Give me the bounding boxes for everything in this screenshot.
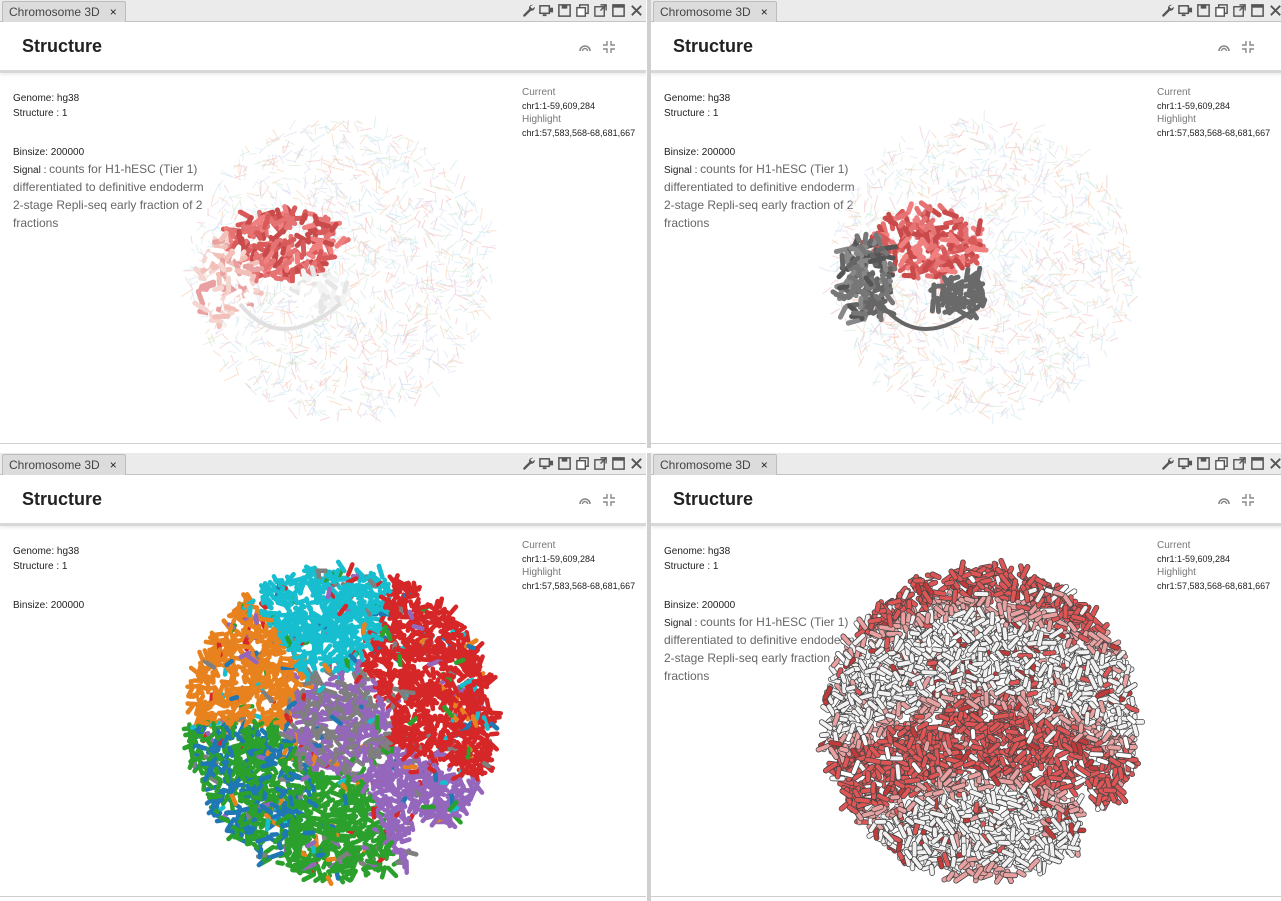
- tab-bar: Chromosome 3D ×: [651, 453, 1281, 475]
- panel-bottom-right: Chromosome 3D × Structure Genome: hg38 S…: [647, 453, 1281, 901]
- popout-icon[interactable]: [1231, 3, 1247, 19]
- maximize-icon[interactable]: [610, 456, 626, 472]
- tab-label: Chromosome 3D: [660, 455, 751, 475]
- chromosome-3d-structure[interactable]: [651, 527, 1281, 897]
- panel-header: Structure: [651, 475, 1281, 526]
- panel-header: Structure: [651, 22, 1281, 73]
- wrench-icon[interactable]: [520, 3, 536, 19]
- clone-icon[interactable]: [574, 3, 590, 19]
- tab-close-icon[interactable]: ×: [761, 2, 768, 22]
- tab-chromosome-3d[interactable]: Chromosome 3D ×: [653, 1, 777, 22]
- compress-icon[interactable]: [1241, 40, 1255, 54]
- chromosome-3d-structure[interactable]: [651, 74, 1281, 444]
- panel-title: Structure: [673, 489, 753, 510]
- arc-icon[interactable]: [1217, 40, 1231, 54]
- screen-icon[interactable]: [1177, 3, 1193, 19]
- tab-close-icon[interactable]: ×: [761, 455, 768, 475]
- panel-top-left: Chromosome 3D × Structure Genome: hg38 S…: [0, 0, 646, 448]
- tab-bar: Chromosome 3D ×: [651, 0, 1281, 22]
- maximize-icon[interactable]: [1249, 3, 1265, 19]
- close-icon[interactable]: [1267, 3, 1281, 19]
- clone-icon[interactable]: [574, 456, 590, 472]
- tab-label: Chromosome 3D: [660, 2, 751, 22]
- compress-icon[interactable]: [1241, 493, 1255, 507]
- tab-label: Chromosome 3D: [9, 2, 100, 22]
- close-icon[interactable]: [628, 3, 644, 19]
- panel-header: Structure: [0, 475, 646, 526]
- save-icon[interactable]: [1195, 456, 1211, 472]
- panel-toolbar: [520, 453, 644, 474]
- compress-icon[interactable]: [602, 493, 616, 507]
- wrench-icon[interactable]: [1159, 456, 1175, 472]
- panel-title: Structure: [22, 489, 102, 510]
- clone-icon[interactable]: [1213, 456, 1229, 472]
- tab-close-icon[interactable]: ×: [110, 455, 117, 475]
- popout-icon[interactable]: [592, 456, 608, 472]
- panel-toolbar: [1159, 0, 1281, 21]
- chromosome-3d-structure[interactable]: [0, 74, 646, 444]
- compress-icon[interactable]: [602, 40, 616, 54]
- save-icon[interactable]: [556, 3, 572, 19]
- screen-icon[interactable]: [538, 3, 554, 19]
- tab-bar: Chromosome 3D ×: [0, 0, 646, 22]
- arc-icon[interactable]: [578, 493, 592, 507]
- screen-icon[interactable]: [1177, 456, 1193, 472]
- wrench-icon[interactable]: [1159, 3, 1175, 19]
- popout-icon[interactable]: [592, 3, 608, 19]
- panel-top-right: Chromosome 3D × Structure Genome: hg38 S…: [647, 0, 1281, 448]
- panel-border: [651, 443, 1281, 444]
- panel-border: [0, 443, 646, 444]
- popout-icon[interactable]: [1231, 456, 1247, 472]
- tab-chromosome-3d[interactable]: Chromosome 3D ×: [2, 454, 126, 475]
- save-icon[interactable]: [1195, 3, 1211, 19]
- screen-icon[interactable]: [538, 456, 554, 472]
- panel-toolbar: [1159, 453, 1281, 474]
- close-icon[interactable]: [628, 456, 644, 472]
- maximize-icon[interactable]: [610, 3, 626, 19]
- wrench-icon[interactable]: [520, 456, 536, 472]
- tab-label: Chromosome 3D: [9, 455, 100, 475]
- clone-icon[interactable]: [1213, 3, 1229, 19]
- tab-close-icon[interactable]: ×: [110, 2, 117, 22]
- close-icon[interactable]: [1267, 456, 1281, 472]
- panel-toolbar: [520, 0, 644, 21]
- chromosome-3d-structure[interactable]: [0, 527, 646, 897]
- arc-icon[interactable]: [578, 40, 592, 54]
- save-icon[interactable]: [556, 456, 572, 472]
- panel-title: Structure: [673, 36, 753, 57]
- panel-bottom-left: Chromosome 3D × Structure Genome: hg38 S…: [0, 453, 646, 901]
- tab-bar: Chromosome 3D ×: [0, 453, 646, 475]
- tab-chromosome-3d[interactable]: Chromosome 3D ×: [2, 1, 126, 22]
- panel-title: Structure: [22, 36, 102, 57]
- tab-chromosome-3d[interactable]: Chromosome 3D ×: [653, 454, 777, 475]
- panel-header: Structure: [0, 22, 646, 73]
- arc-icon[interactable]: [1217, 493, 1231, 507]
- maximize-icon[interactable]: [1249, 456, 1265, 472]
